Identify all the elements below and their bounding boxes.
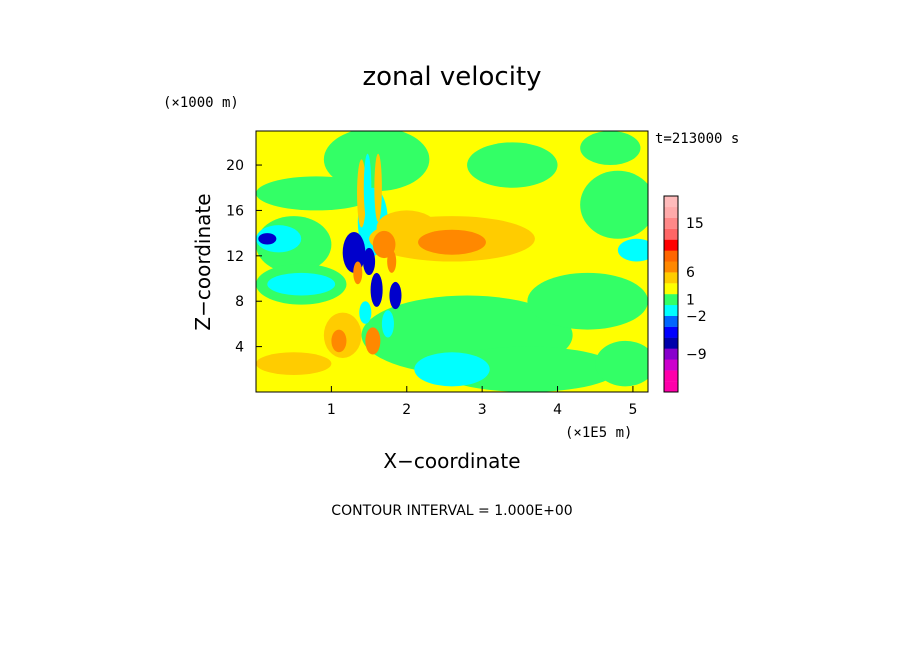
colorbar-frame	[663, 195, 679, 393]
x-tick-label: 5	[628, 402, 637, 418]
contour-region-25	[363, 247, 376, 276]
x-tick-label: 4	[553, 402, 562, 418]
colorbar-swatch	[664, 272, 678, 284]
time-label: t=213000 s	[655, 131, 739, 147]
colorbar-swatch	[664, 359, 678, 371]
chart-title: zonal velocity	[362, 62, 541, 92]
colorbar-swatch	[664, 196, 678, 208]
contour-region-17	[256, 352, 332, 375]
contour-region-13	[414, 352, 490, 387]
colorbar-label: 1	[686, 292, 695, 308]
x-ticks: 1 2 3 4 5	[327, 386, 637, 418]
colorbar-swatch	[664, 228, 678, 240]
x-tick-label: 3	[478, 402, 487, 418]
contour-region-28	[258, 233, 277, 245]
contour-region-35	[374, 153, 382, 222]
colorbar-swatch	[664, 337, 678, 349]
colorbar-swatch	[664, 239, 678, 251]
contour-region-10	[595, 340, 648, 387]
x-multiplier-label: (×1E5 m)	[565, 425, 632, 441]
x-tick-label: 2	[402, 402, 411, 418]
contour-region-12	[267, 272, 336, 296]
y-tick-label: 16	[226, 203, 244, 219]
colorbar-swatch	[664, 206, 678, 218]
colorbar-swatch	[664, 261, 678, 273]
y-tick-label: 4	[235, 340, 244, 356]
contour-region-33	[357, 159, 367, 228]
contour-region-23	[365, 327, 381, 355]
contour-region-30	[359, 301, 372, 324]
contour-region-20	[418, 229, 486, 255]
colorbar-label: 6	[686, 265, 695, 281]
colorbar: 15 6 1−2 −9	[663, 195, 707, 393]
contour-region-5	[527, 272, 648, 330]
colorbar-label: −2	[686, 309, 707, 325]
contour-region-26	[370, 272, 383, 307]
y-axis-label: Z−coordinate	[191, 193, 215, 330]
colorbar-swatch	[664, 283, 678, 295]
plot-area	[256, 131, 648, 392]
y-ticks: 4 8 12 16 20	[226, 158, 262, 356]
colorbar-swatch	[664, 294, 678, 306]
colorbar-swatch	[664, 304, 678, 316]
plot-frame	[255, 130, 649, 393]
x-axis-label: X−coordinate	[383, 449, 520, 473]
y-multiplier-label: (×1000 m)	[163, 95, 239, 111]
contour-region-4	[436, 346, 618, 392]
y-tick-label: 12	[226, 249, 244, 265]
y-tick-label: 8	[235, 294, 244, 310]
contour-region-9	[580, 131, 641, 166]
contour-region-6	[580, 170, 648, 239]
contour-region-27	[389, 281, 402, 310]
contour-region-31	[353, 261, 363, 285]
contour-region-34	[363, 153, 372, 222]
colorbar-swatch	[664, 381, 678, 393]
colorbar-swatch	[664, 217, 678, 229]
contour-region-32	[387, 250, 397, 273]
footer-text: CONTOUR INTERVAL = 1.000E+00	[331, 503, 572, 519]
colorbar-swatch	[664, 370, 678, 382]
y-tick-label: 20	[226, 158, 244, 174]
colorbar-swatch	[664, 250, 678, 262]
contour-region-8	[467, 142, 558, 188]
colorbar-label: 15	[686, 216, 704, 232]
contour-region-11	[256, 225, 302, 253]
contour-region-14	[617, 238, 648, 262]
colorbar-swatch	[664, 315, 678, 327]
x-tick-label: 1	[327, 402, 336, 418]
colorbar-swatch	[664, 348, 678, 360]
contour-region-22	[331, 329, 347, 353]
contour-region-29	[381, 310, 394, 338]
colorbar-label: −9	[686, 347, 707, 363]
colorbar-swatch	[664, 326, 678, 338]
